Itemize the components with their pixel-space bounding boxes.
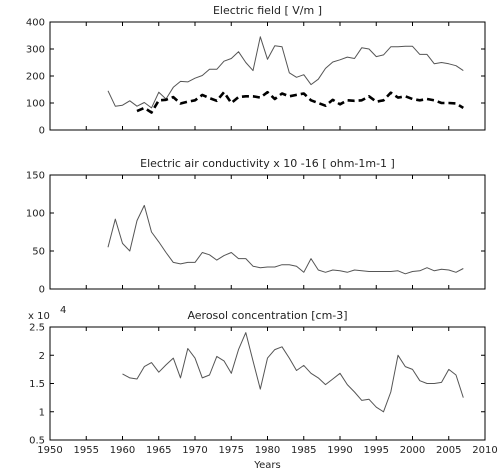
y-tick-label: 300: [26, 45, 45, 56]
series-line-1-1: [107, 36, 464, 109]
x-tick-label: 2005: [436, 445, 461, 456]
y-tick-label: 1.5: [29, 379, 45, 390]
x-axis-label: Years: [253, 460, 280, 471]
x-tick-label: 1980: [255, 445, 280, 456]
y-tick-label: 100: [26, 99, 45, 110]
x-tick-label: 1965: [146, 445, 171, 456]
plot-frame-3: [49, 326, 486, 441]
x-tick-label: 1960: [110, 445, 135, 456]
y-tick-label: 0.5: [29, 436, 45, 447]
series-line-1-2: [136, 90, 464, 114]
x-tick-label: 1975: [219, 445, 244, 456]
y-tick-label: 50: [32, 247, 45, 258]
x-tick-label: 1955: [74, 445, 99, 456]
x-tick-label: 1995: [364, 445, 389, 456]
x-tick-label: 1985: [291, 445, 316, 456]
panel-title-2: Electric air conductivity x 10 -16 [ ohm…: [140, 157, 395, 170]
x-tick-label: 2000: [400, 445, 425, 456]
panel-title-3: Aerosol concentration [cm-3]: [187, 309, 347, 322]
x-tick-label: 1970: [182, 445, 207, 456]
y-multiplier-exponent: 4: [60, 305, 66, 316]
series-line-3-1: [122, 332, 464, 413]
x-tick-label: 1990: [327, 445, 352, 456]
y-tick-label: 0: [39, 285, 45, 296]
x-tick-label: 2010: [472, 445, 497, 456]
x-tick-label: 1950: [37, 445, 62, 456]
series-line-2-1: [107, 204, 464, 275]
y-tick-label: 200: [26, 72, 45, 83]
plot-frame-1: [49, 21, 486, 131]
y-tick-label: 100: [26, 209, 45, 220]
y-tick-label: 400: [26, 18, 45, 29]
y-tick-label: 150: [26, 171, 45, 182]
y-multiplier-label: x 10: [28, 311, 50, 322]
y-tick-label: 0: [39, 126, 45, 137]
panel-title-1: Electric field [ V/m ]: [213, 4, 322, 17]
y-tick-label: 1: [39, 407, 45, 418]
y-tick-label: 2: [39, 351, 45, 362]
plot-frame-2: [49, 174, 486, 290]
y-tick-label: 2.5: [29, 323, 45, 334]
